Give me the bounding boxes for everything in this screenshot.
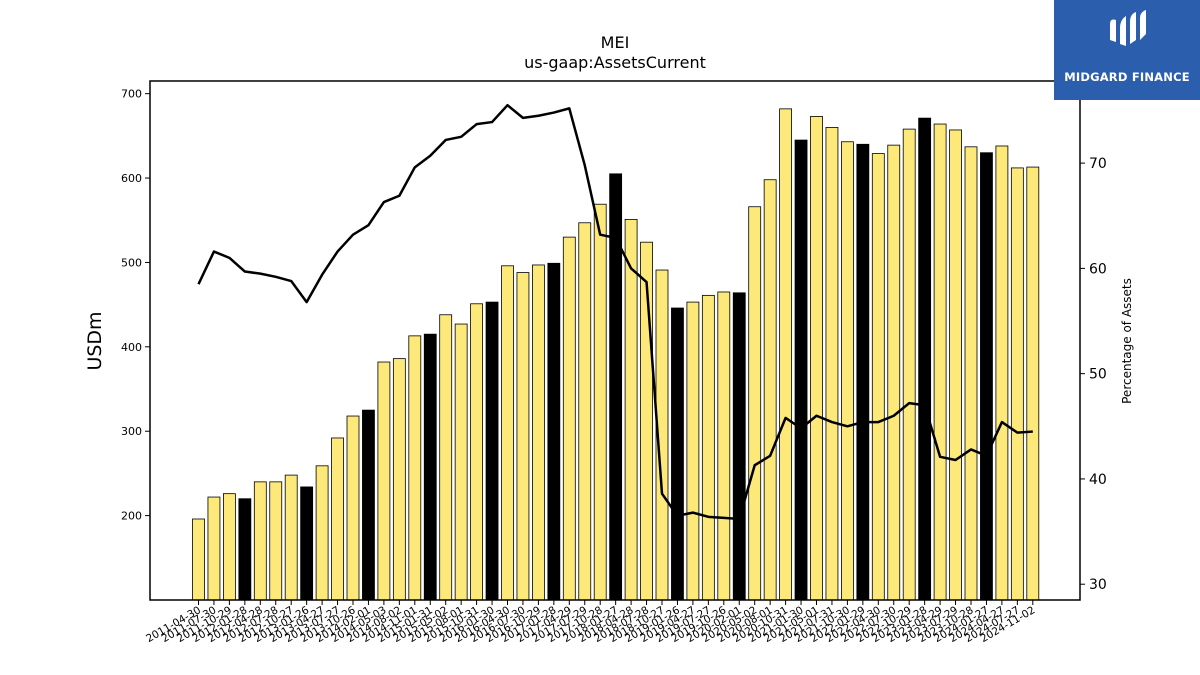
y-tick-label: 600 bbox=[121, 172, 142, 185]
bar bbox=[933, 123, 947, 601]
y2-tick-label: 70 bbox=[1089, 156, 1107, 172]
bar bbox=[964, 146, 978, 601]
y-tick-label: 200 bbox=[121, 510, 142, 523]
percentage-line bbox=[197, 103, 1033, 521]
bar bbox=[995, 145, 1009, 601]
y2-axis-label: Percentage of Assets bbox=[1120, 278, 1134, 404]
bar bbox=[222, 493, 236, 601]
bar bbox=[871, 153, 885, 601]
bar bbox=[238, 498, 252, 601]
bar bbox=[346, 415, 360, 601]
bar bbox=[408, 335, 422, 601]
bar bbox=[918, 117, 932, 601]
bar bbox=[315, 465, 329, 601]
midgard-logo-icon bbox=[1110, 10, 1146, 46]
bar bbox=[748, 206, 762, 601]
logo-text: MIDGARD FINANCE bbox=[1064, 70, 1190, 84]
chart-subtitle: us-gaap:AssetsCurrent bbox=[524, 53, 706, 72]
bar bbox=[207, 496, 221, 601]
bar bbox=[269, 481, 283, 601]
bar bbox=[547, 262, 561, 601]
bar bbox=[763, 179, 777, 601]
y2-tick-label: 50 bbox=[1089, 367, 1107, 383]
brand-logo: MIDGARD FINANCE bbox=[1054, 0, 1200, 100]
x-axis-ticks: 2011-04-302011-07-302011-10-292012-01-28… bbox=[144, 600, 1037, 645]
line-series-group bbox=[197, 103, 1033, 521]
bar bbox=[779, 108, 792, 601]
bar bbox=[253, 481, 267, 601]
bar bbox=[841, 141, 854, 601]
y-tick-label: 300 bbox=[121, 425, 142, 438]
y-tick-label: 500 bbox=[121, 256, 142, 269]
bar bbox=[532, 264, 545, 601]
bar bbox=[1010, 167, 1024, 601]
bar bbox=[562, 236, 576, 601]
bar bbox=[902, 128, 916, 601]
bar bbox=[949, 129, 962, 601]
bar bbox=[454, 323, 468, 601]
y-axis-label: USDm bbox=[84, 311, 106, 370]
bar bbox=[701, 294, 715, 601]
bar bbox=[1026, 166, 1040, 601]
bar bbox=[377, 361, 391, 601]
left-axis-ticks: 200 300 400 500 600 700 bbox=[121, 88, 150, 523]
bar bbox=[794, 139, 808, 601]
bar bbox=[192, 518, 205, 601]
bar bbox=[362, 409, 375, 601]
y2-tick-label: 30 bbox=[1089, 577, 1107, 593]
bar bbox=[392, 358, 406, 601]
bar-group bbox=[192, 108, 1040, 601]
bar bbox=[578, 222, 592, 601]
y-tick-label: 700 bbox=[121, 88, 142, 101]
bar bbox=[980, 152, 993, 601]
bar bbox=[516, 272, 530, 601]
bar bbox=[717, 291, 731, 601]
chart-title: MEI bbox=[601, 33, 630, 52]
plot-frame bbox=[149, 80, 1081, 601]
bar bbox=[810, 116, 823, 601]
y2-tick-label: 40 bbox=[1089, 472, 1107, 488]
bar bbox=[856, 143, 870, 601]
right-axis-ticks: 30 40 50 60 70 bbox=[1080, 156, 1107, 593]
bar bbox=[284, 474, 298, 601]
y2-tick-label: 60 bbox=[1089, 261, 1107, 277]
bar bbox=[825, 127, 839, 601]
bar bbox=[501, 265, 514, 601]
bar bbox=[331, 437, 344, 601]
bar bbox=[686, 301, 700, 601]
bar bbox=[887, 144, 901, 601]
bar bbox=[423, 333, 437, 601]
bar bbox=[671, 307, 684, 601]
bar bbox=[485, 301, 499, 601]
bar bbox=[624, 218, 638, 601]
bar bbox=[300, 486, 314, 601]
bar bbox=[593, 203, 607, 601]
bar bbox=[439, 314, 453, 601]
bar bbox=[732, 292, 746, 601]
bar bbox=[470, 303, 484, 601]
y-tick-label: 400 bbox=[121, 341, 142, 354]
